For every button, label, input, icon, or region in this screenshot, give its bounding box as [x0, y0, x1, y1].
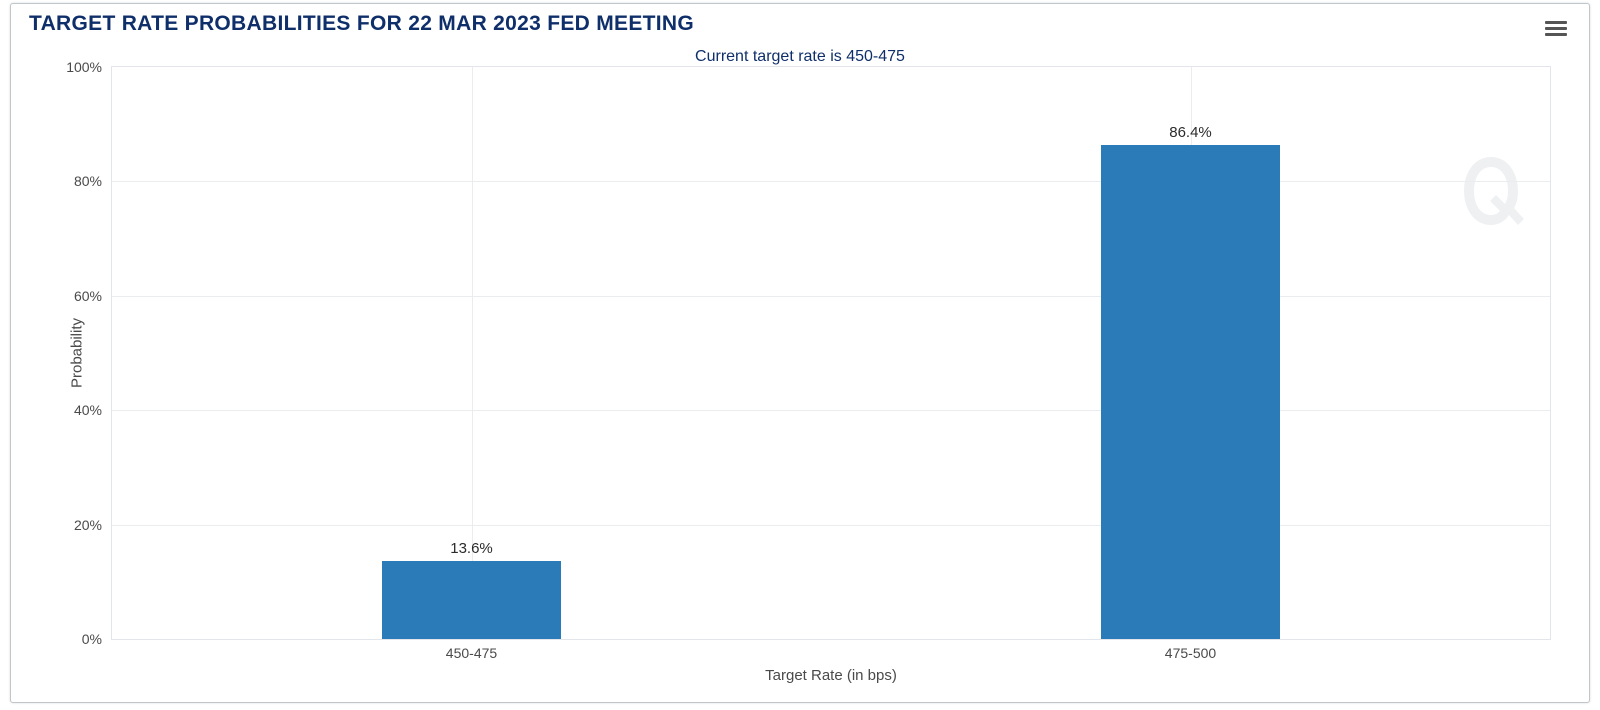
y-tick-label: 100% [66, 59, 112, 75]
plot-area: Probability Target Rate (in bps) 0%20%40… [111, 66, 1551, 640]
x-tick-label: 450-475 [446, 639, 497, 661]
y-tick-label: 40% [74, 402, 112, 418]
y-tick-label: 60% [74, 288, 112, 304]
chart-menu-button[interactable] [1545, 18, 1567, 36]
chart-subtitle: Current target rate is 450-475 [11, 48, 1589, 66]
gridline-h [112, 181, 1550, 182]
bar[interactable] [1101, 145, 1281, 639]
chart-panel: TARGET RATE PROBABILITIES FOR 22 MAR 202… [10, 3, 1590, 703]
y-tick-label: 20% [74, 517, 112, 533]
gridline-h [112, 410, 1550, 411]
x-axis-title: Target Rate (in bps) [765, 639, 897, 684]
bar-value-label: 13.6% [450, 540, 493, 561]
gridline-h [112, 525, 1550, 526]
y-tick-label: 80% [74, 173, 112, 189]
y-axis-title: Probability [69, 318, 86, 388]
watermark-q-icon [1456, 151, 1526, 231]
chart-title: TARGET RATE PROBABILITIES FOR 22 MAR 202… [29, 12, 694, 36]
y-tick-label: 0% [82, 631, 112, 647]
bar[interactable] [382, 561, 562, 639]
gridline-h [112, 296, 1550, 297]
bar-value-label: 86.4% [1169, 124, 1212, 145]
x-tick-label: 475-500 [1165, 639, 1216, 661]
